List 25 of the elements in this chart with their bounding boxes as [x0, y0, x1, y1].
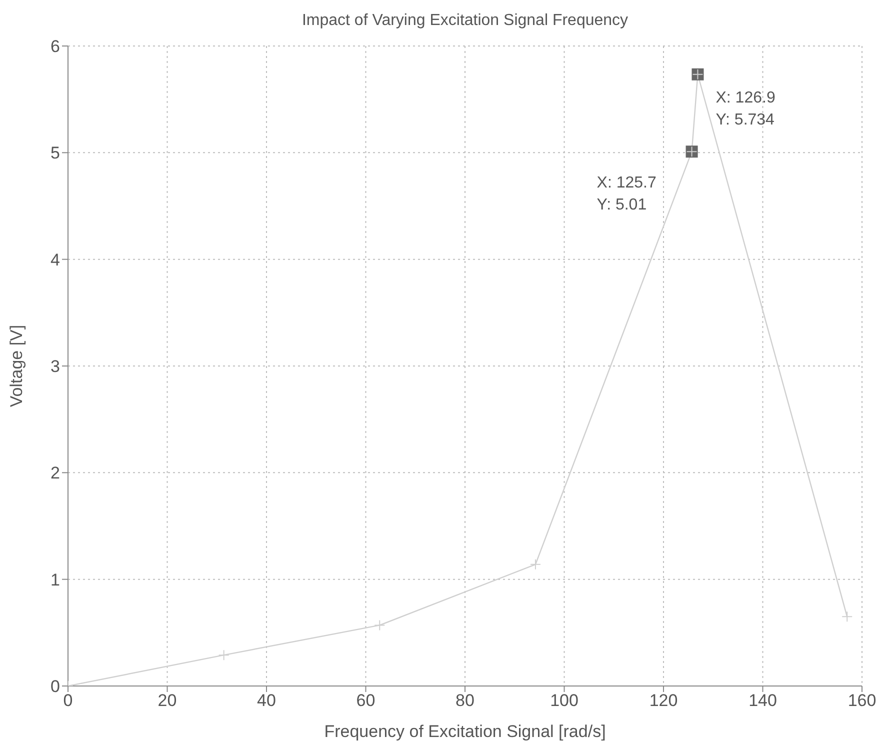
x-tick-label: 140 — [748, 691, 777, 710]
x-tick-label: 40 — [257, 691, 276, 710]
x-tick-label: 160 — [848, 691, 876, 710]
y-axis-title: Voltage [V] — [7, 324, 26, 408]
point — [374, 620, 386, 631]
y-tick-label: 5 — [50, 144, 60, 163]
point — [842, 611, 853, 622]
y-tick-label: 3 — [50, 357, 60, 376]
y-tick-label: 6 — [50, 37, 60, 56]
point — [218, 650, 230, 661]
y-tick-label: 4 — [50, 250, 60, 270]
y-tick-label: 1 — [50, 570, 60, 590]
x-tick-label: 0 — [63, 691, 73, 710]
x-tick-label: 20 — [158, 691, 177, 710]
x-tick-label: 80 — [456, 691, 474, 710]
point — [530, 558, 541, 570]
x-tick-label: 100 — [550, 691, 578, 710]
chart-title: Impact of Varying Excitation Signal Frequency — [300, 12, 630, 30]
y-tick-label: 0 — [50, 677, 60, 696]
x-tick-label: 120 — [649, 691, 678, 710]
x-axis-title: Frequency of Excitation Signal [rad/s] — [324, 722, 606, 741]
x-tick-label: 60 — [356, 691, 376, 710]
annotation: X: 126.9 Y: 5.734 — [716, 89, 776, 128]
y-tick-label: 2 — [50, 464, 60, 483]
annotation: X: 125.7 Y: 5.01 — [596, 174, 656, 214]
